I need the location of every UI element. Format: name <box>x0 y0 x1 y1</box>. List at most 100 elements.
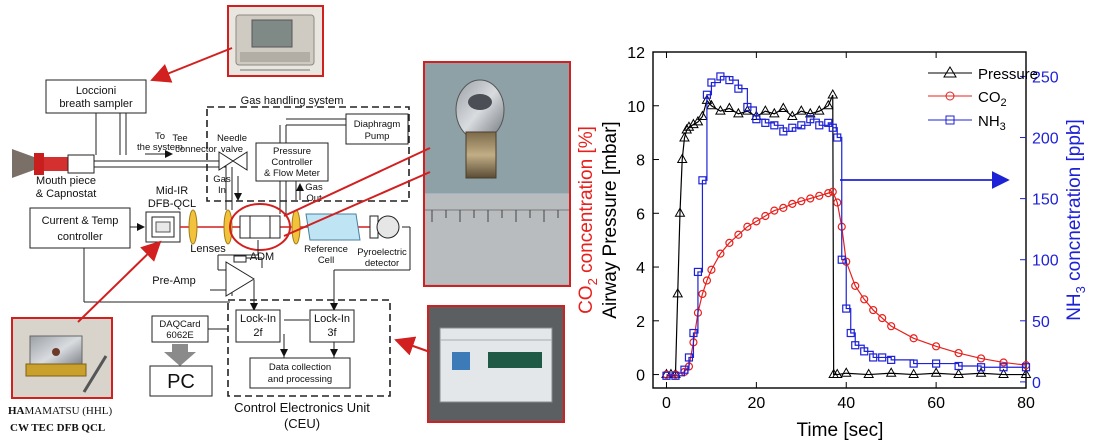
data-point <box>932 342 941 351</box>
y-left-tick-label: 6 <box>636 206 645 223</box>
data-point <box>833 198 842 207</box>
series-line <box>666 94 1026 376</box>
y-left-tick-label: 4 <box>636 260 645 277</box>
svg-text:Pressure: Pressure <box>978 66 1038 83</box>
data-point <box>860 347 869 356</box>
setup-diagram: Loccioni breath sampler Gas handling sys… <box>8 5 571 434</box>
data-point <box>707 265 716 274</box>
data-point <box>851 341 860 350</box>
tee-label: Tee <box>172 133 187 144</box>
data-point <box>831 368 843 379</box>
data-point <box>806 115 815 124</box>
series-line <box>666 75 1026 377</box>
gas-out-label-2: Out <box>306 193 322 204</box>
lockin-3f-label: Lock-In <box>314 313 350 325</box>
data-point <box>954 348 963 358</box>
daq-label: DAQCard <box>159 319 200 330</box>
pyro-label: Pyroelectric <box>357 247 407 258</box>
pc-box <box>149 365 213 397</box>
lens-icon <box>188 209 198 245</box>
plot-frame <box>652 51 1027 389</box>
midir-label: Mid-IR <box>156 185 188 197</box>
data-point <box>878 314 887 323</box>
data-point <box>976 354 986 363</box>
needle-valve-icon <box>218 151 248 171</box>
data-point <box>797 197 806 206</box>
data-point <box>869 305 878 315</box>
svg-text:CO2: CO2 <box>978 89 1007 109</box>
laser-photo-arrow <box>77 240 162 323</box>
data-point <box>840 367 852 377</box>
data-point <box>779 203 788 213</box>
data-point <box>815 191 824 200</box>
data-point <box>770 206 779 215</box>
ceu-box <box>227 299 391 397</box>
x-tick-label: 60 <box>927 395 945 412</box>
sampler-photo-arrow <box>150 47 233 83</box>
data-point <box>953 368 964 379</box>
data-collection-label: Data collection <box>269 362 331 373</box>
data-point <box>671 371 680 380</box>
data-point <box>779 127 788 136</box>
adm-highlight <box>229 203 291 251</box>
data-point <box>716 72 725 81</box>
y-left-tick-label: 10 <box>627 99 645 116</box>
data-point <box>828 123 837 132</box>
data-point <box>697 110 708 121</box>
data-point <box>702 90 712 99</box>
data-collection-box <box>249 357 351 389</box>
legend-nh3: NH3 <box>928 113 1006 133</box>
data-point <box>860 295 869 304</box>
needle-label: Needle <box>217 133 247 144</box>
data-point <box>743 102 752 112</box>
data-point <box>842 304 851 313</box>
data-point <box>693 267 703 277</box>
data-point <box>707 78 716 87</box>
data-point <box>716 249 725 258</box>
cw-tec-label: CW TEC DFB QCL <box>10 422 105 434</box>
controller-label: Controller <box>271 157 312 168</box>
data-point <box>788 123 797 132</box>
data-point <box>706 99 717 110</box>
data-processing-label: and processing <box>268 374 332 385</box>
data-point <box>885 367 897 377</box>
daq-box <box>151 315 209 343</box>
y-left-tick-label: 2 <box>636 314 645 331</box>
adm-photo-arrow-bottom <box>283 171 431 237</box>
data-point <box>788 199 797 208</box>
laser-photo <box>11 317 113 399</box>
lockin-2f-sub: 2f <box>253 327 263 339</box>
data-point <box>804 107 816 118</box>
data-point <box>734 84 743 93</box>
data-point <box>752 115 761 124</box>
tee-connector-label: connector <box>175 144 217 155</box>
data-point <box>998 368 1009 379</box>
data-point <box>999 358 1008 367</box>
data-point <box>777 102 789 112</box>
data-point <box>930 367 942 377</box>
lens-icon <box>223 209 233 245</box>
data-point <box>908 368 920 379</box>
y-left-tick-label: 0 <box>636 368 645 385</box>
data-point <box>837 255 846 264</box>
current-temp-label: Current & Temp <box>42 215 119 227</box>
y-right-tick-label: 150 <box>1032 192 1059 209</box>
y-right-title: NH3 concnetration [ppb] <box>1064 119 1088 321</box>
lockin-2f-box <box>235 309 281 343</box>
data-point <box>909 334 918 343</box>
ceu-photo <box>427 305 565 423</box>
pump-label: Pump <box>365 131 390 142</box>
x-axis-title: Time [sec] <box>797 420 884 441</box>
data-point <box>724 102 735 112</box>
preamp-icon <box>225 261 255 297</box>
data-point <box>786 110 798 121</box>
data-point <box>770 121 779 130</box>
data-point <box>846 328 855 338</box>
loccioni-label: Loccioni <box>76 85 116 97</box>
x-tick-label: 80 <box>1017 395 1035 412</box>
data-point <box>761 118 770 127</box>
series-pressure <box>661 88 1032 379</box>
data-point <box>702 276 712 285</box>
data-point <box>869 353 878 362</box>
legend: Pressure CO2 NH3 <box>928 66 1038 133</box>
